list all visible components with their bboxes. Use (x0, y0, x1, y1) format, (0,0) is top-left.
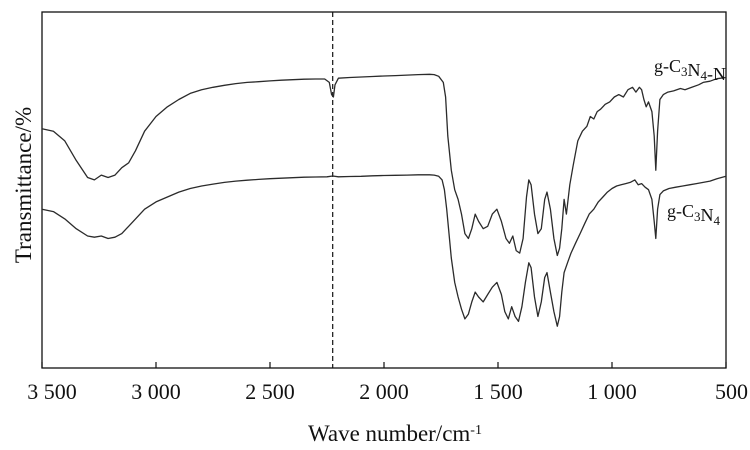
x-tick-label: 1 000 (587, 379, 637, 404)
series-line-1 (41, 73, 727, 257)
plot-frame (41, 11, 727, 369)
x-tick-label: 3 500 (27, 379, 77, 404)
series-line-2 (41, 174, 727, 327)
x-tick-label: 2 000 (359, 379, 409, 404)
x-tick-label: 1 500 (473, 379, 523, 404)
x-axis-title: Wave number/cm-1 (308, 421, 482, 446)
x-axis-title-superscript: -1 (470, 423, 482, 438)
x-tick-label: 3 000 (131, 379, 181, 404)
series-labels: g-C3N4-N g-C3N4 (654, 56, 726, 228)
x-tick-label: 500 (715, 379, 748, 404)
x-axis-title-text: Wave number/cm (308, 421, 470, 446)
series-layer (41, 73, 727, 327)
x-tick-label: 2 500 (245, 379, 295, 404)
series-label-1: g-C3N4-N (654, 56, 726, 84)
y-axis-title: Transmittance/% (11, 107, 36, 263)
series-label-2: g-C3N4 (667, 201, 721, 228)
x-axis-ticks: 3 500 3 000 2 500 2 000 1 500 1 000 500 (27, 362, 748, 404)
plot-area (41, 11, 727, 369)
